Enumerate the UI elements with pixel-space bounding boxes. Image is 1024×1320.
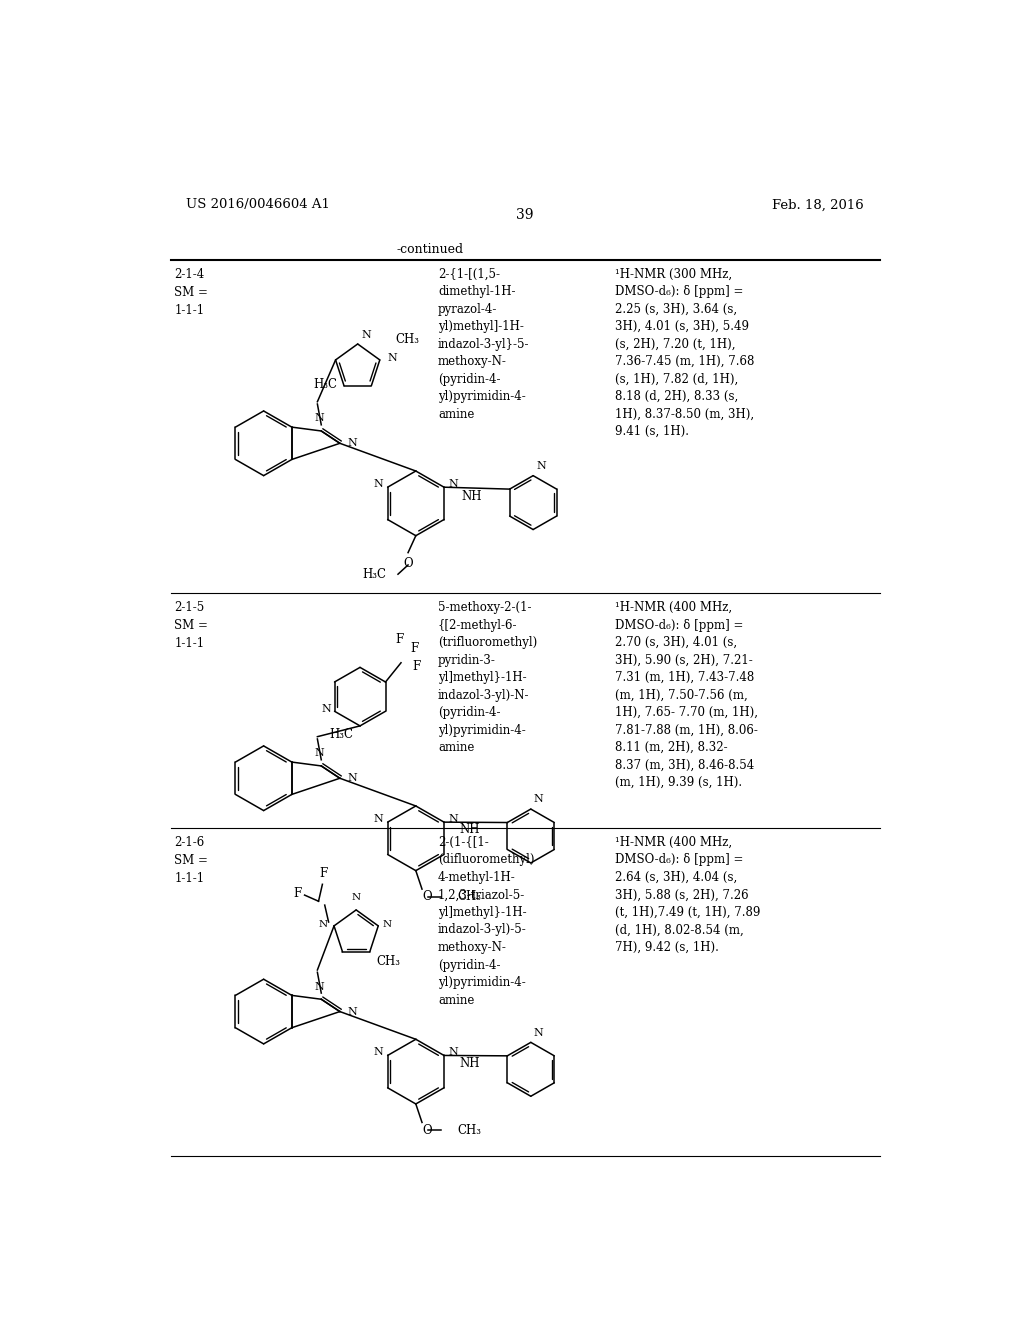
Text: 39: 39 <box>516 209 534 223</box>
Text: F: F <box>319 867 328 880</box>
Text: N: N <box>373 814 383 824</box>
Text: Feb. 18, 2016: Feb. 18, 2016 <box>772 198 864 211</box>
Text: F: F <box>411 642 419 655</box>
Text: O: O <box>422 1123 432 1137</box>
Text: N: N <box>361 330 372 341</box>
Text: N: N <box>314 982 325 991</box>
Text: 2-1-6
SM =
1-1-1: 2-1-6 SM = 1-1-1 <box>174 836 208 884</box>
Text: O: O <box>403 557 413 570</box>
Text: F: F <box>413 660 421 673</box>
Text: ¹H-NMR (300 MHz,
DMSO-d₆): δ [ppm] =
2.25 (s, 3H), 3.64 (s,
3H), 4.01 (s, 3H), 5: ¹H-NMR (300 MHz, DMSO-d₆): δ [ppm] = 2.2… <box>614 268 754 438</box>
Text: ¹H-NMR (400 MHz,
DMSO-d₆): δ [ppm] =
2.64 (s, 3H), 4.04 (s,
3H), 5.88 (s, 2H), 7: ¹H-NMR (400 MHz, DMSO-d₆): δ [ppm] = 2.6… <box>614 836 760 954</box>
Text: NH: NH <box>460 824 480 837</box>
Text: N: N <box>347 774 357 783</box>
Text: CH₃: CH₃ <box>457 890 481 903</box>
Text: N: N <box>314 748 325 758</box>
Text: 5-methoxy-2-(1-
{[2-methyl-6-
(trifluoromethyl)
pyridin-3-
yl]methyl}-1H-
indazo: 5-methoxy-2-(1- {[2-methyl-6- (trifluoro… <box>438 601 538 754</box>
Text: H₃C: H₃C <box>330 729 354 742</box>
Text: H₃C: H₃C <box>313 378 338 391</box>
Text: -continued: -continued <box>396 243 464 256</box>
Text: US 2016/0046604 A1: US 2016/0046604 A1 <box>186 198 330 211</box>
Text: 2-1-5
SM =
1-1-1: 2-1-5 SM = 1-1-1 <box>174 601 208 651</box>
Text: N: N <box>373 479 383 490</box>
Text: N: N <box>373 1047 383 1057</box>
Text: F: F <box>395 632 403 645</box>
Text: N: N <box>449 814 459 824</box>
Text: 2-{1-[(1,5-
dimethyl-1H-
pyrazol-4-
yl)methyl]-1H-
indazol-3-yl}-5-
methoxy-N-
(: 2-{1-[(1,5- dimethyl-1H- pyrazol-4- yl)m… <box>438 268 529 421</box>
Text: N: N <box>449 479 459 490</box>
Text: N: N <box>347 438 357 449</box>
Text: N: N <box>347 1007 357 1016</box>
Text: N: N <box>318 920 328 929</box>
Text: ¹H-NMR (400 MHz,
DMSO-d₆): δ [ppm] =
2.70 (s, 3H), 4.01 (s,
3H), 5.90 (s, 2H), 7: ¹H-NMR (400 MHz, DMSO-d₆): δ [ppm] = 2.7… <box>614 601 758 789</box>
Text: N: N <box>387 352 397 363</box>
Text: N: N <box>534 1028 544 1038</box>
Text: CH₃: CH₃ <box>457 1123 481 1137</box>
Text: CH₃: CH₃ <box>376 954 400 968</box>
Text: N: N <box>449 1047 459 1057</box>
Text: H₃C: H₃C <box>362 568 386 581</box>
Text: O: O <box>422 890 432 903</box>
Text: 2-(1-{[1-
(difluoromethyl)
4-methyl-1H-
1,2,3-triazol-5-
yl]methyl}-1H-
indazol-: 2-(1-{[1- (difluoromethyl) 4-methyl-1H- … <box>438 836 535 1006</box>
Text: CH₃: CH₃ <box>395 333 419 346</box>
Text: N: N <box>314 413 325 424</box>
Text: NH: NH <box>462 490 482 503</box>
Text: N: N <box>534 795 544 804</box>
Text: NH: NH <box>460 1056 480 1069</box>
Text: N: N <box>351 894 360 903</box>
Text: N: N <box>322 704 332 714</box>
Text: N: N <box>383 920 392 929</box>
Text: 2-1-4
SM =
1-1-1: 2-1-4 SM = 1-1-1 <box>174 268 208 317</box>
Text: N: N <box>537 461 546 471</box>
Text: F: F <box>293 887 301 900</box>
